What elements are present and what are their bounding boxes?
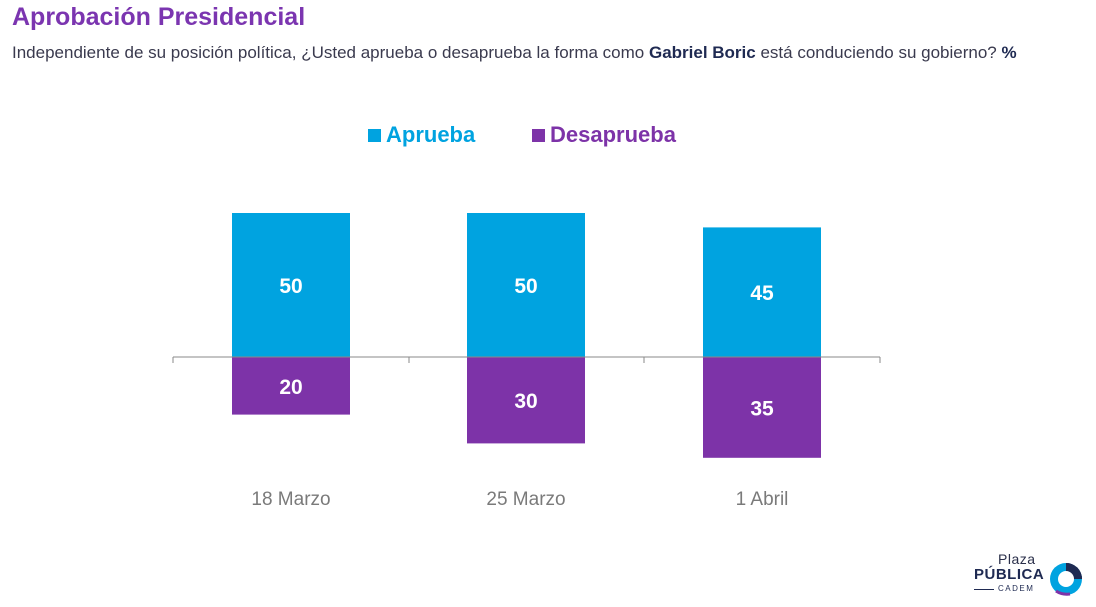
x-tick-label: 25 Marzo [486, 489, 565, 510]
legend-item-desaprueba: Desaprueba [532, 122, 676, 148]
bar-desaprueba [232, 357, 350, 415]
plaza-publica-logo: Plaza PÚBLICA CADEM [974, 551, 1084, 599]
logo-text-plaza: Plaza [998, 551, 1036, 567]
data-label-aprueba: 50 [514, 275, 537, 298]
data-label-aprueba: 50 [279, 275, 302, 298]
bar-desaprueba [703, 357, 821, 458]
data-label-desaprueba: 20 [279, 376, 302, 399]
chart-subtitle: Independiente de su posición política, ¿… [12, 42, 1052, 63]
x-tick-label: 1 Abril [736, 489, 789, 510]
data-label-aprueba: 45 [750, 282, 774, 305]
question-text-end: está conduciendo su gobierno? [755, 43, 1002, 62]
logo-text-cadem: CADEM [998, 584, 1035, 593]
question-text-start: Independiente de su posición política, ¿… [12, 43, 649, 62]
x-tick-label: 18 Marzo [251, 489, 330, 510]
bar-aprueba [703, 227, 821, 357]
data-label-desaprueba: 30 [514, 390, 537, 413]
bar-aprueba [232, 213, 350, 357]
bar-desaprueba [467, 357, 585, 444]
question-unit: % [1001, 43, 1017, 62]
legend-label-aprueba: Aprueba [386, 122, 476, 147]
legend-label-desaprueba: Desaprueba [550, 122, 676, 147]
legend-item-aprueba: Aprueba [368, 122, 475, 148]
chart-title: Aprobación Presidencial [12, 3, 306, 31]
legend-swatch-desaprueba [532, 128, 545, 142]
chart-legend: Aprueba Desaprueba [0, 122, 1096, 152]
logo-underline [974, 589, 994, 590]
cadem-logo-icon [1050, 563, 1082, 596]
bar-aprueba [467, 213, 585, 357]
data-label-desaprueba: 35 [750, 397, 774, 420]
question-name: Gabriel Boric [648, 43, 756, 62]
legend-swatch-aprueba [368, 128, 381, 142]
logo-text-publica: PÚBLICA [974, 566, 1045, 583]
